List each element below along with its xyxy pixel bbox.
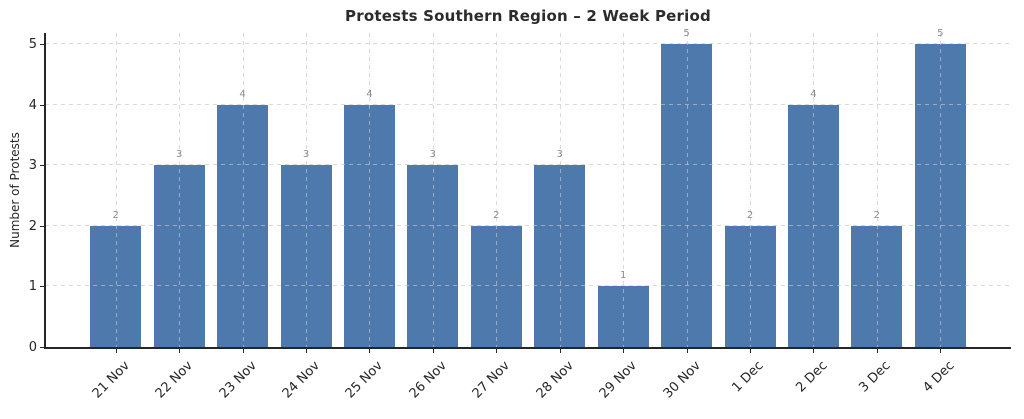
x-tick-label: 27 Nov bbox=[470, 358, 514, 402]
x-tick bbox=[115, 349, 117, 353]
x-tick-label: 30 Nov bbox=[660, 358, 704, 402]
bar-value-label: 4 bbox=[810, 88, 817, 100]
x-tick bbox=[432, 349, 434, 353]
x-tick bbox=[179, 349, 181, 353]
bar-25-nov bbox=[343, 104, 395, 347]
y-tick-label: 1 bbox=[28, 279, 37, 295]
bar-2-dec bbox=[787, 104, 839, 347]
plot-area: 2 3 4 3 4 3 2 3 1 5 2 4 2 5 bbox=[45, 29, 1011, 347]
x-tick bbox=[686, 349, 688, 353]
x-axis-spine bbox=[44, 347, 1011, 349]
bar-23-nov bbox=[217, 104, 269, 347]
y-tick-label: 5 bbox=[28, 37, 37, 52]
x-tick bbox=[559, 349, 561, 353]
y-tick bbox=[40, 347, 44, 348]
bar-value-label: 3 bbox=[556, 149, 563, 161]
bar-3-dec bbox=[851, 225, 903, 347]
x-tick-label: 24 Nov bbox=[279, 358, 323, 402]
y-tick-label: 2 bbox=[28, 218, 37, 234]
bar-22-nov bbox=[153, 165, 205, 347]
bar-value-label: 3 bbox=[302, 149, 310, 161]
x-tick-label: 1 Dec bbox=[729, 358, 767, 396]
x-tick-label: 28 Nov bbox=[533, 358, 577, 402]
y-tick-label: 0 bbox=[28, 340, 37, 355]
x-tick bbox=[623, 349, 625, 353]
x-tick-label: 22 Nov bbox=[152, 358, 197, 402]
bar-1-dec bbox=[724, 225, 776, 347]
y-tick bbox=[40, 44, 44, 45]
x-tick bbox=[306, 349, 307, 353]
x-tick-label: 4 Dec bbox=[920, 358, 958, 396]
bar-24-nov bbox=[280, 165, 332, 347]
bar-26-nov bbox=[407, 165, 459, 347]
x-tick bbox=[750, 349, 751, 353]
bar-value-label: 2 bbox=[873, 209, 881, 221]
bar-value-label: 1 bbox=[619, 270, 627, 282]
y-tick bbox=[40, 165, 44, 167]
bar-value-label: 5 bbox=[937, 28, 944, 39]
y-tick bbox=[40, 104, 44, 106]
x-tick bbox=[940, 349, 942, 353]
x-tick-label: 26 Nov bbox=[406, 358, 450, 402]
x-tick bbox=[813, 349, 815, 353]
bar-value-label: 5 bbox=[683, 28, 690, 39]
x-tick-label: 23 Nov bbox=[216, 358, 260, 402]
x-tick-label: 25 Nov bbox=[343, 358, 387, 402]
y-tick bbox=[40, 225, 44, 227]
y-tick-label: 4 bbox=[28, 97, 37, 113]
bar-value-label: 4 bbox=[366, 88, 373, 100]
bar-4-dec bbox=[914, 44, 966, 347]
bar-21-nov bbox=[90, 225, 142, 347]
bar-29-nov bbox=[597, 286, 649, 347]
bar-value-label: 3 bbox=[429, 149, 437, 161]
x-tick-label: 21 Nov bbox=[89, 358, 133, 402]
x-tick bbox=[496, 349, 498, 353]
x-tick-label: 29 Nov bbox=[596, 358, 641, 402]
x-tick-label: 2 Dec bbox=[793, 358, 831, 396]
y-axis-spine bbox=[44, 33, 46, 349]
y-tick-label: 3 bbox=[28, 158, 37, 174]
x-tick-label: 3 Dec bbox=[856, 358, 894, 396]
bar-27-nov bbox=[470, 225, 522, 347]
bar-value-label: 4 bbox=[239, 88, 246, 100]
bar-value-label: 2 bbox=[493, 209, 500, 221]
hgridline-y4 bbox=[45, 103, 1011, 105]
bar-value-label: 3 bbox=[175, 149, 183, 161]
bar-value-label: 2 bbox=[746, 209, 754, 221]
hgridline-y5 bbox=[45, 43, 1011, 44]
x-tick bbox=[369, 349, 371, 353]
chart-title: Protests Southern Region – 2 Week Period bbox=[345, 7, 711, 25]
bar-30-nov bbox=[661, 44, 713, 347]
y-tick bbox=[40, 286, 44, 288]
x-tick bbox=[242, 349, 244, 353]
bar-value-label: 2 bbox=[112, 209, 119, 221]
x-tick bbox=[876, 349, 878, 353]
bar-28-nov bbox=[534, 165, 586, 347]
